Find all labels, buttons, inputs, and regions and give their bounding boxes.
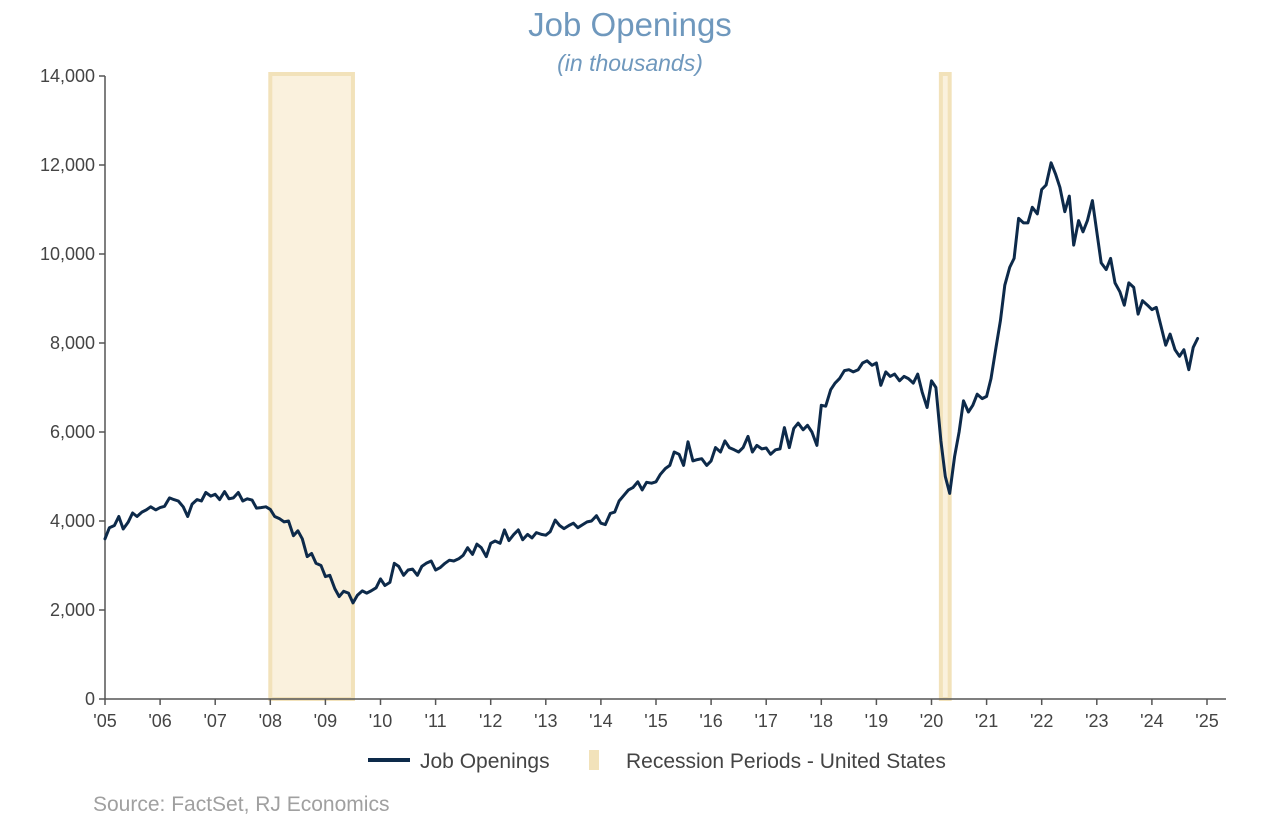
x-tick-label: '25 [1195, 711, 1218, 731]
recession-band-2 [938, 72, 952, 701]
source-note: Source: FactSet, RJ Economics [93, 793, 390, 816]
chart-subtitle: (in thousands) [557, 50, 703, 76]
x-tick-label: '08 [259, 711, 282, 731]
x-tick-label: '19 [865, 711, 888, 731]
x-tick-label: '05 [93, 711, 116, 731]
x-tick-label: '07 [203, 711, 226, 731]
y-tick-label: 4,000 [50, 511, 95, 531]
y-tick-label: 0 [85, 689, 95, 709]
x-tick-label: '24 [1140, 711, 1163, 731]
x-tick-label: '13 [534, 711, 557, 731]
x-tick-label: '23 [1085, 711, 1108, 731]
x-tick-label: '14 [589, 711, 612, 731]
series-layer [103, 161, 1200, 605]
y-tick-label: 10,000 [40, 244, 95, 264]
series-line-job-openings [103, 161, 1200, 605]
y-tick-label: 6,000 [50, 422, 95, 442]
x-tick-label: '18 [810, 711, 833, 731]
y-tick-label: 14,000 [40, 66, 95, 86]
x-tick-label: '11 [425, 711, 447, 731]
chart-title: Job Openings [528, 6, 732, 43]
x-tick-label: '21 [975, 711, 998, 731]
legend-swatch-recession [589, 750, 599, 770]
x-tick-label: '17 [754, 711, 777, 731]
x-tick-label: '22 [1030, 711, 1053, 731]
recession-band-1 [268, 72, 355, 701]
x-tick-label: '06 [148, 711, 171, 731]
x-tick-label: '12 [479, 711, 502, 731]
axes-layer: 0 2,000 4,000 6,000 8,000 10,000 12,000 14,000 '… [40, 66, 1226, 731]
y-tick-label: 2,000 [50, 600, 95, 620]
recession-layer [268, 72, 952, 701]
legend-label-job-openings: Job Openings [420, 750, 550, 773]
x-tick-label: '16 [699, 711, 722, 731]
legend-label-recession: Recession Periods - United States [626, 750, 946, 773]
legend: Job Openings Recession Periods - United … [368, 750, 946, 773]
x-tick-label: '20 [920, 711, 943, 731]
x-tick-label: '09 [314, 711, 337, 731]
y-tick-label: 8,000 [50, 333, 95, 353]
y-tick-label: 12,000 [40, 155, 95, 175]
x-tick-label: '10 [369, 711, 392, 731]
x-tick-label: '15 [644, 711, 667, 731]
